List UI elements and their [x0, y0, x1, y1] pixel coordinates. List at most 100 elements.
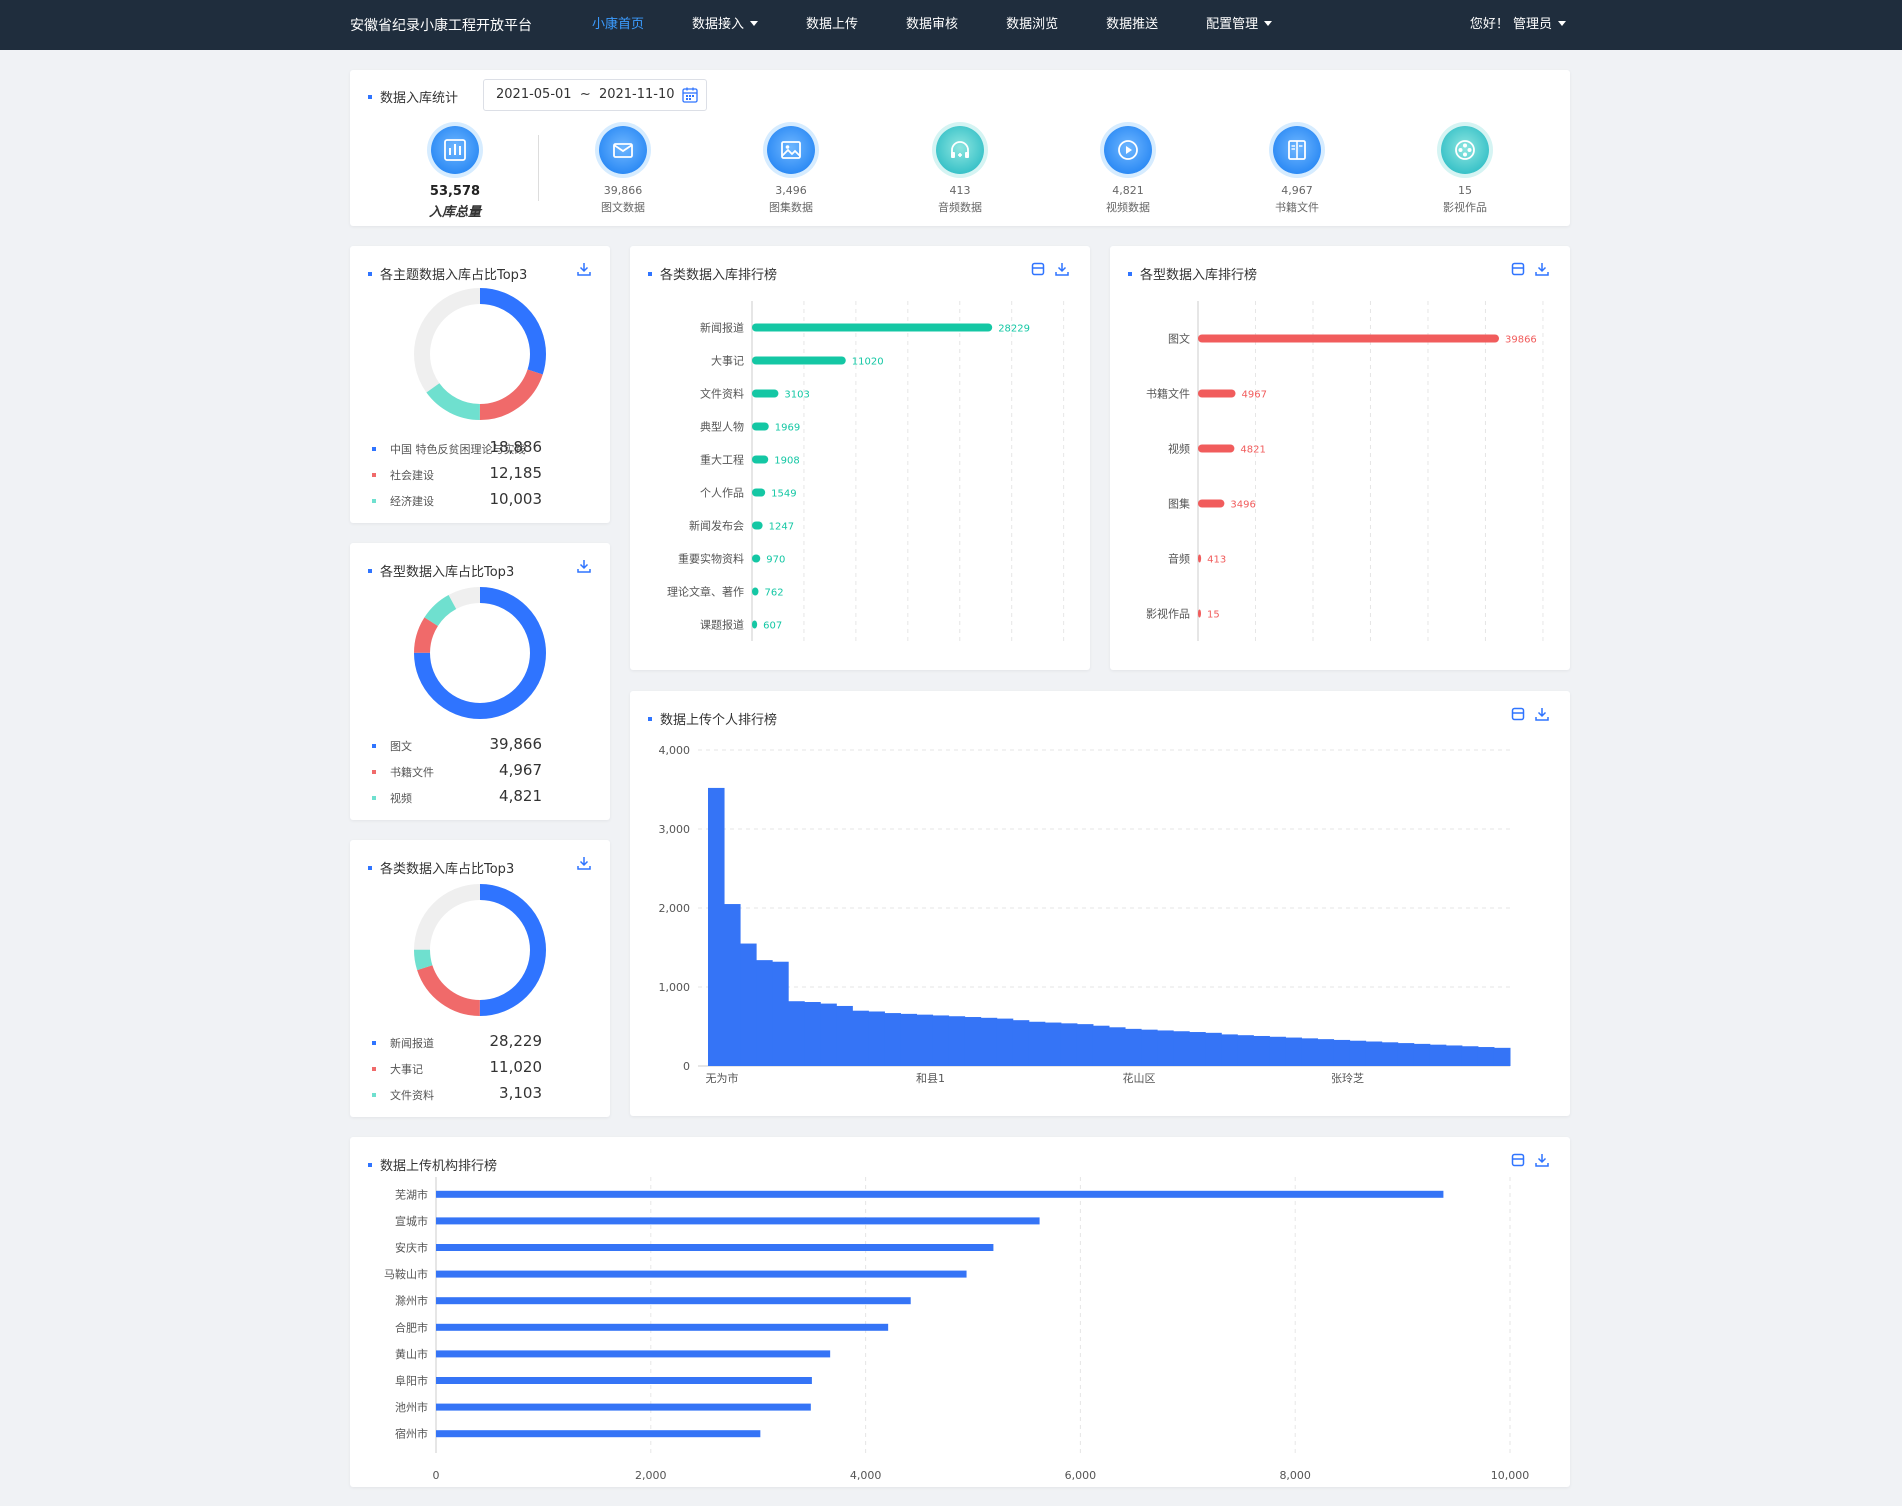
legend-label: 视频: [390, 792, 412, 805]
bar: [752, 356, 846, 365]
donut-card-category: 各类数据入库占比Top3 新闻报道 28,229 大事记 11,020 文件资料 3,…: [350, 840, 610, 1117]
nav-config-label: 配置管理: [1206, 17, 1259, 32]
bar: [752, 389, 779, 398]
chevron-down-icon: [750, 21, 759, 26]
bar: [752, 455, 769, 464]
nav-data-access[interactable]: 数据接入: [692, 0, 759, 50]
card-title-text: 各型数据入库占比Top3: [380, 565, 515, 580]
download-icon[interactable]: [576, 261, 592, 277]
headphones-icon: [936, 126, 984, 174]
save-icon[interactable]: [1030, 261, 1046, 277]
bar: [1333, 1039, 1351, 1066]
stats-divider: [538, 135, 539, 201]
download-icon[interactable]: [1534, 1152, 1550, 1168]
download-icon[interactable]: [1534, 261, 1550, 277]
bar: [1269, 1036, 1286, 1066]
nav-data-push[interactable]: 数据推送: [1106, 0, 1158, 50]
save-icon[interactable]: [1510, 261, 1526, 277]
personal-upload-card: 数据上传个人排行榜 0 1,000 2,000 3,000 4,000 无为市 和县1 花山区…: [630, 691, 1570, 1116]
bar: [436, 1430, 761, 1438]
legend-item: 大事记 11,020: [372, 1058, 572, 1085]
bar: [804, 1002, 821, 1066]
bar-value-label: 413: [1207, 555, 1226, 566]
nav-data-review-label: 数据审核: [906, 17, 959, 32]
institution-bar-chart: 0 2,000 4,000 6,000 8,000 10,000 芜湖市宣城市安庆市马鞍山市…: [384, 1177, 1529, 1482]
bar: [1044, 1022, 1062, 1066]
nav-data-browse[interactable]: 数据浏览: [1006, 0, 1058, 50]
nav-data-upload[interactable]: 数据上传: [806, 0, 858, 50]
bar: [1221, 1034, 1238, 1066]
card-title-text: 各类数据入库排行榜: [660, 268, 778, 283]
legend-swatch: [372, 499, 376, 503]
category-ranking-card: 各类数据入库排行榜 新闻报道 28229 大事记 11020 文件资料 3103 典型人物 1…: [630, 246, 1090, 670]
legend-value: 11,020: [489, 1058, 543, 1076]
stat-label: 图文数据: [601, 201, 645, 214]
bar: [436, 1297, 911, 1305]
bar-value-label: 4967: [1242, 390, 1267, 401]
bar: [1198, 334, 1499, 343]
donut-chart: [414, 884, 546, 1016]
bar-value-label: 4821: [1240, 445, 1265, 456]
donut-slice: [414, 587, 546, 719]
bar: [1349, 1040, 1367, 1066]
date-range-picker[interactable]: 2021-05-01 ~ 2021-11-10: [483, 79, 707, 111]
nav-data-push-label: 数据推送: [1106, 17, 1159, 32]
bar: [868, 1011, 885, 1066]
download-icon[interactable]: [1054, 261, 1070, 277]
legend-swatch: [372, 744, 376, 748]
bar: [900, 1013, 918, 1066]
user-menu[interactable]: 您好！ 管理员: [1470, 0, 1566, 50]
bar: [948, 1016, 966, 1066]
bar-value-label: 15: [1207, 610, 1220, 621]
bar: [1092, 1025, 1110, 1066]
y-tick-label: 2,000: [659, 902, 691, 915]
stat-graphic-text: 39,866 图文数据: [563, 126, 683, 215]
category-label: 宿州市: [395, 1427, 428, 1441]
legend-label: 经济建设: [390, 495, 434, 508]
bar: [436, 1270, 967, 1278]
card-title: 各主题数据入库占比Top3: [368, 264, 527, 283]
bar: [996, 1018, 1014, 1066]
download-icon[interactable]: [576, 855, 592, 871]
legend-swatch: [372, 770, 376, 774]
bar-value-label: 1908: [774, 456, 799, 467]
nav-data-review[interactable]: 数据审核: [906, 0, 958, 50]
date-range-text: 2021-05-01 ~ 2021-11-10: [496, 87, 675, 102]
card-title-text: 各类数据入库占比Top3: [380, 862, 515, 877]
stats-title: 数据入库统计: [368, 87, 458, 106]
download-icon[interactable]: [576, 558, 592, 574]
x-tick-label: 8,000: [1279, 1469, 1311, 1482]
x-tick-label: 张玲芝: [1331, 1072, 1364, 1085]
nav-home[interactable]: 小康首页: [592, 0, 644, 50]
personal-upload-bar-chart: 0 1,000 2,000 3,000 4,000 无为市 和县1 花山区 张玲芝: [659, 744, 1511, 1085]
legend-swatch: [372, 1093, 376, 1097]
card-title-text: 数据上传机构排行榜: [380, 1159, 498, 1174]
stat-value: 413: [949, 184, 971, 197]
nav-config[interactable]: 配置管理: [1206, 0, 1273, 50]
bar: [1189, 1032, 1206, 1066]
save-icon[interactable]: [1510, 706, 1526, 722]
legend-value: 3,103: [499, 1084, 542, 1102]
calendar-icon: [681, 86, 699, 116]
bar: [1365, 1041, 1383, 1066]
category-label: 阜阳市: [395, 1374, 428, 1388]
bar-value-label: 39866: [1505, 335, 1537, 346]
donut-slice: [414, 288, 546, 420]
download-icon[interactable]: [1534, 706, 1550, 722]
bar: [1173, 1031, 1190, 1066]
donut-chart: [414, 288, 546, 420]
category-label: 文件资料: [700, 387, 744, 401]
stat-audio: 413 音频数据: [900, 126, 1020, 215]
bar: [752, 422, 769, 431]
bar-value-label: 28229: [998, 324, 1030, 335]
legend-item: 文件资料 3,103: [372, 1084, 572, 1111]
save-icon[interactable]: [1510, 1152, 1526, 1168]
type-bar-chart: 图文 39866 书籍文件 4967 视频 4821 图集 3496 音频 413 影视作品 15: [1146, 301, 1544, 641]
app-title: 安徽省纪录小康工程开放平台: [350, 18, 532, 34]
bar: [436, 1323, 889, 1331]
bar: [436, 1244, 994, 1251]
bar: [1198, 609, 1201, 618]
category-label: 滁州市: [395, 1294, 428, 1308]
legend-value: 4,967: [499, 761, 542, 779]
y-tick-label: 0: [683, 1060, 690, 1073]
